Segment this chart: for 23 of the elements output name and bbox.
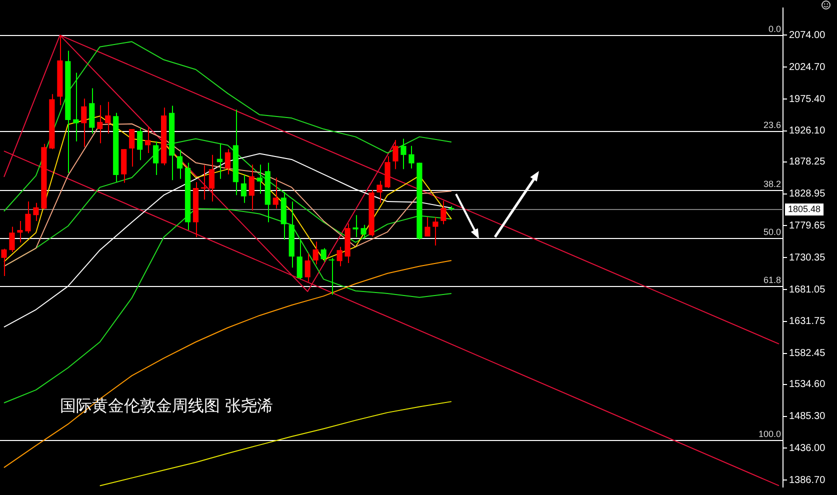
y-tick-label: 1779.65 (789, 220, 826, 232)
y-tick-label: 1926.10 (789, 126, 826, 137)
y-tick-label: 2074.00 (789, 30, 826, 41)
y-tick-label: 1681.05 (789, 284, 826, 296)
annotation: 23.6 (763, 120, 781, 130)
y-tick-label: 1878.25 (789, 156, 826, 168)
y-tick-label: 1582.45 (789, 348, 826, 360)
y-tick-label: 1386.70 (789, 474, 826, 486)
y-tick-label: 1534.60 (789, 379, 826, 390)
annotation: 61.8 (763, 274, 781, 285)
text: 国际黄金伦敦金周线图 张尧浠 (60, 396, 274, 417)
y-tick-label: 2024.70 (789, 62, 826, 73)
y-tick-label: 1485.30 (789, 411, 826, 422)
y-tick-label: 1828.95 (789, 188, 826, 200)
y-tick-label: 1436.00 (789, 442, 826, 454)
annotation: 50.0 (763, 226, 781, 237)
y-tick-label: 1730.35 (789, 252, 826, 264)
annotation: 0.0 (768, 24, 781, 34)
y-tick-label: 1975.40 (789, 94, 826, 105)
y-tick-label: 1631.75 (789, 316, 826, 328)
annotation: 38.2 (763, 178, 781, 189)
ref-line-label: 1805.48 (788, 204, 821, 214)
annotation: 100.0 (758, 428, 781, 439)
